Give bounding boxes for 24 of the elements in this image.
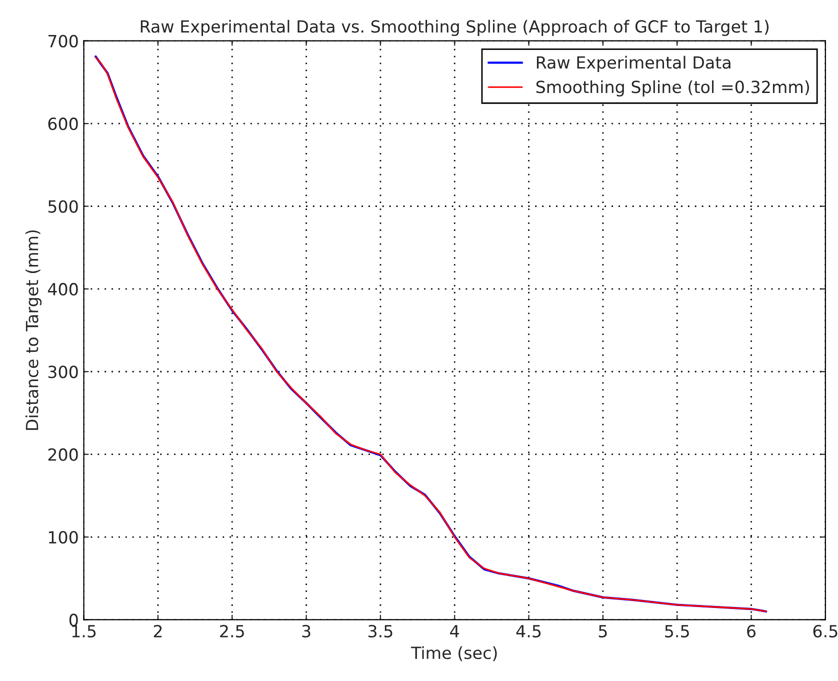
y-tick-label: 0 (69, 614, 78, 626)
legend-label: Raw Experimental Data (536, 56, 730, 72)
x-tick-label: 3 (302, 624, 310, 638)
y-tick-label: 300 (48, 366, 78, 378)
x-tick-label: 4 (450, 625, 459, 638)
y-axis-title: Distance to Target (mm) (25, 230, 42, 430)
y-tick-label: 400 (48, 282, 78, 296)
y-tick-label: 200 (48, 448, 78, 461)
x-tick-label: 2 (154, 624, 162, 638)
y-tick-label: 600 (48, 118, 78, 130)
x-tick-label: 1.5 (72, 625, 96, 638)
y-tick-label: 100 (48, 530, 78, 544)
x-tick-label: 3.5 (368, 624, 392, 638)
x-tick-label: 6 (747, 624, 756, 638)
x-tick-label: 2.5 (220, 624, 244, 638)
legend-label: Smoothing Spline (tol =0.32mm) (536, 80, 809, 96)
x-tick-label: 5 (598, 625, 607, 638)
x-tick-label: 6.5 (813, 624, 838, 638)
x-tick-label: 4.5 (516, 625, 541, 638)
chart-title: Raw Experimental Data vs. Smoothing Spline (Approach of GCF to Target 1) (140, 20, 769, 36)
x-tick-label: 5.5 (665, 625, 689, 638)
y-tick-label: 500 (48, 200, 78, 213)
x-axis-title: Time (sec) (410, 646, 497, 662)
y-tick-label: 700 (48, 34, 78, 48)
